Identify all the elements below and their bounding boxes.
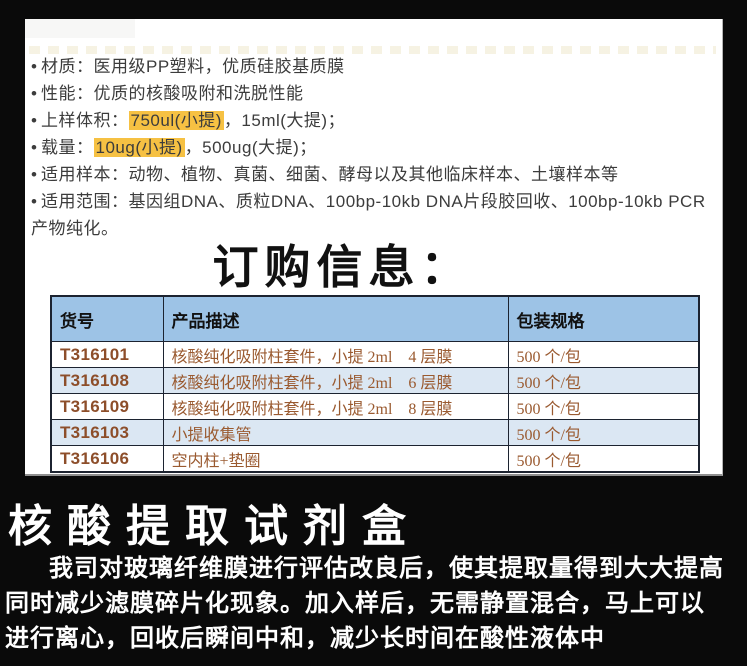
bullet-marker: •	[31, 111, 38, 130]
spec-text: 性能：优质的核酸吸附和洗脱性能	[41, 84, 304, 103]
spec-text: 材质：医用级PP塑料，优质硅胶基质膜	[41, 57, 345, 76]
cell-packing: 500 个/包	[507, 367, 700, 394]
header-cell-packing: 包装规格	[507, 295, 700, 342]
spec-item-material: • 材质：医用级PP塑料，优质硅胶基质膜	[31, 53, 717, 80]
spec-item-applicable-scope: • 适用范围：基因组DNA、质粒DNA、100bp-10kb DNA片段胶回收、1…	[31, 188, 717, 242]
highlighted-text: 750ul(小提)	[128, 111, 224, 130]
spec-text: 上样体积：	[41, 111, 129, 130]
spec-text: ，15ml(大提)；	[223, 111, 346, 130]
cell-code: T316106	[50, 445, 164, 473]
table-row: T316101 核酸纯化吸附柱套件，小提 2ml 4 层膜 500 个/包	[50, 341, 700, 368]
cell-packing: 500 个/包	[507, 419, 700, 446]
order-info-title: 订购信息：	[212, 242, 473, 293]
cell-description: 核酸纯化吸附柱套件，小提 2ml 4 层膜	[162, 341, 509, 368]
spec-item-sample-volume: • 上样体积： 750ul(小提) ，15ml(大提)；	[31, 107, 717, 134]
spec-text: 适用范围：基因组DNA、质粒DNA、100bp-10kb DNA片段胶回收、10…	[31, 192, 706, 238]
description-line: 同时减少滤膜碎片化现象。加入样后，无需静置混合，马上可以	[5, 591, 705, 617]
table-row: T316108 核酸纯化吸附柱套件，小提 2ml 6 层膜 500 个/包	[50, 367, 700, 394]
highlighted-text: 10ug(小提)	[93, 138, 185, 157]
table-header-row: 货号 产品描述 包装规格	[50, 295, 700, 342]
cell-code: T316108	[50, 367, 164, 394]
table-row: T316106 空内柱+垫圈 500 个/包	[50, 445, 700, 473]
description-line: 进行离心，回收后瞬间中和，减少长时间在酸性液体中	[5, 626, 605, 652]
spec-text: 适用样本：动物、植物、真菌、细菌、酵母以及其他临床样本、土壤样本等	[41, 165, 619, 184]
header-cell-code: 货号	[50, 295, 164, 342]
product-description: 我司对玻璃纤维膜进行评估改良后，使其提取量得到大大提高 同时减少滤膜碎片化现象。…	[5, 552, 743, 657]
cell-code: T316103	[50, 419, 164, 446]
bullet-marker: •	[31, 165, 38, 184]
table-row: T316109 核酸纯化吸附柱套件，小提 2ml 8 层膜 500 个/包	[50, 393, 700, 420]
cell-description: 小提收集管	[162, 419, 509, 446]
product-title: 核酸提取试剂盒	[8, 502, 421, 551]
table-row: T316103 小提收集管 500 个/包	[50, 419, 700, 446]
spec-item-performance: • 性能：优质的核酸吸附和洗脱性能	[31, 80, 717, 107]
description-line: 我司对玻璃纤维膜进行评估改良后，使其提取量得到大大提高	[49, 556, 724, 582]
cell-code: T316101	[50, 341, 164, 368]
spec-text: 载量：	[41, 138, 94, 157]
spec-item-capacity: • 载量： 10ug(小提) ，500ug(大提)；	[31, 134, 717, 161]
bullet-marker: •	[31, 84, 38, 103]
faint-watermark	[29, 46, 716, 54]
cell-description: 核酸纯化吸附柱套件，小提 2ml 6 层膜	[162, 367, 509, 394]
cell-packing: 500 个/包	[507, 445, 700, 473]
faded-area	[25, 19, 135, 38]
bullet-marker: •	[31, 57, 38, 76]
product-specs-list: • 材质：医用级PP塑料，优质硅胶基质膜 • 性能：优质的核酸吸附和洗脱性能 • 上样…	[31, 53, 717, 242]
product-page: • 材质：医用级PP塑料，优质硅胶基质膜 • 性能：优质的核酸吸附和洗脱性能 • 上样…	[25, 19, 723, 476]
spec-text: ，500ug(大提)；	[184, 138, 317, 157]
cell-code: T316109	[50, 393, 164, 420]
cell-description: 核酸纯化吸附柱套件，小提 2ml 8 层膜	[162, 393, 509, 420]
bullet-marker: •	[31, 138, 38, 157]
order-table: 货号 产品描述 包装规格 T316101 核酸纯化吸附柱套件，小提 2ml 4 …	[50, 295, 700, 473]
bullet-marker: •	[31, 192, 38, 211]
spec-item-applicable-samples: • 适用样本：动物、植物、真菌、细菌、酵母以及其他临床样本、土壤样本等	[31, 161, 717, 188]
cell-packing: 500 个/包	[507, 393, 700, 420]
footer-section: 核酸提取试剂盒 我司对玻璃纤维膜进行评估改良后，使其提取量得到大大提高 同时减少…	[0, 476, 747, 666]
cell-packing: 500 个/包	[507, 341, 700, 368]
header-cell-description: 产品描述	[162, 295, 509, 342]
cell-description: 空内柱+垫圈	[162, 445, 509, 473]
